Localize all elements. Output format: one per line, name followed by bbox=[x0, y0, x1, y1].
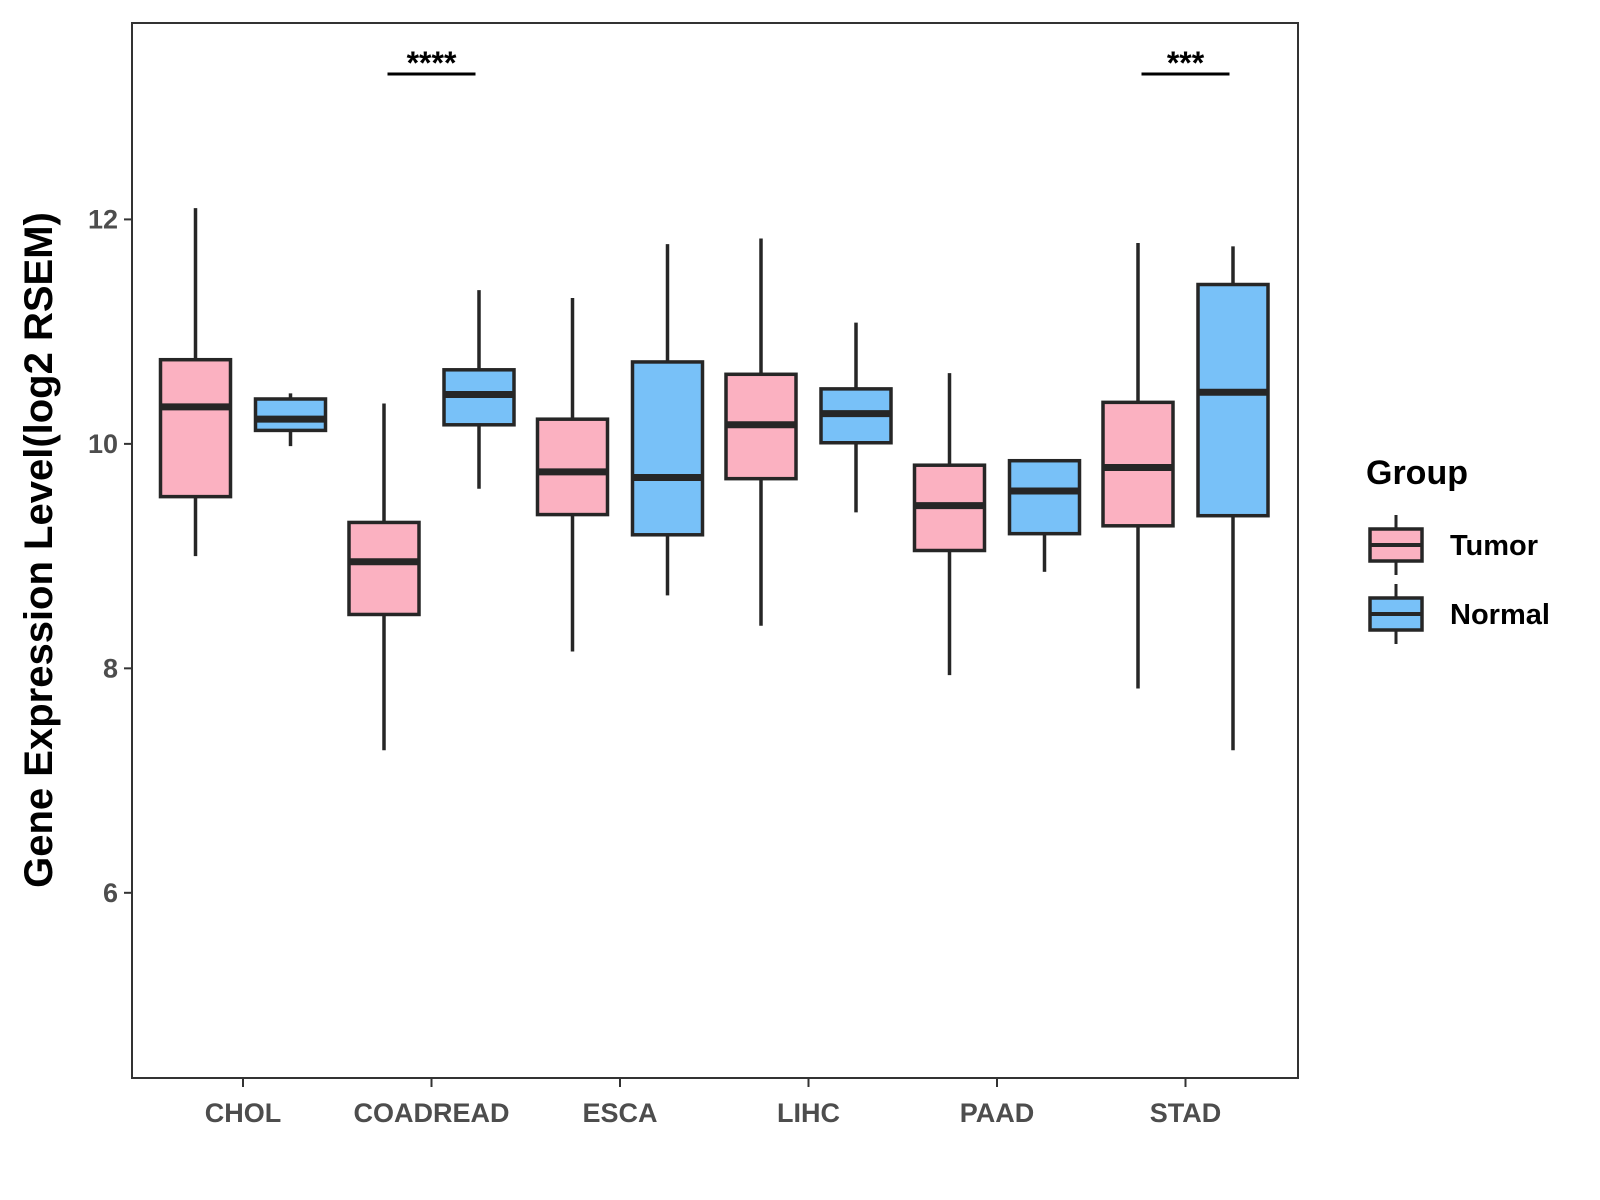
box-tumor-paad bbox=[912, 373, 987, 676]
legend-title: Group bbox=[1366, 454, 1468, 492]
legend-key-tumor bbox=[1368, 515, 1424, 575]
box-normal-esca bbox=[630, 244, 705, 596]
x-tick-label-esca: ESCA bbox=[582, 1098, 657, 1128]
x-tick-label-stad: STAD bbox=[1150, 1098, 1222, 1128]
box-normal-stad bbox=[1196, 246, 1270, 751]
box-iqr bbox=[1196, 282, 1270, 518]
y-axis-title: Gene Expression Level(log2 RSEM) bbox=[17, 212, 61, 888]
legend-key-normal bbox=[1368, 584, 1424, 644]
box-series-group bbox=[158, 208, 1270, 751]
box-tumor-chol bbox=[158, 208, 233, 557]
significance-annotations: **** *** bbox=[387, 45, 1230, 81]
box-iqr bbox=[535, 417, 610, 517]
x-tick-label-coadread: COADREAD bbox=[353, 1098, 509, 1128]
y-tick-label: 10 bbox=[88, 429, 118, 459]
box-tumor-stad bbox=[1101, 242, 1175, 689]
box-normal-paad bbox=[1007, 458, 1082, 572]
box-normal-coadread bbox=[442, 290, 516, 489]
box-normal-chol bbox=[253, 393, 328, 447]
y-axis: 6 8 10 12 bbox=[88, 204, 132, 908]
box-iqr bbox=[253, 397, 328, 433]
box-tumor-lihc bbox=[724, 238, 798, 626]
box-iqr bbox=[347, 520, 421, 617]
x-tick-label-paad: PAAD bbox=[960, 1098, 1035, 1128]
box-iqr bbox=[158, 357, 233, 499]
significance-label: *** bbox=[1167, 45, 1205, 81]
legend-label-normal: Normal bbox=[1450, 599, 1550, 631]
box-normal-lihc bbox=[819, 322, 893, 513]
box-tumor-esca bbox=[535, 297, 610, 652]
x-axis: CHOL COADREAD ESCA LIHC PAAD STAD bbox=[205, 1078, 1222, 1128]
significance-label: **** bbox=[407, 45, 457, 81]
legend-label-tumor: Tumor bbox=[1450, 530, 1538, 562]
box-iqr bbox=[630, 360, 705, 537]
x-tick-label-lihc: LIHC bbox=[777, 1098, 840, 1128]
box-tumor-coadread bbox=[347, 403, 421, 751]
x-tick-label-chol: CHOL bbox=[205, 1098, 282, 1128]
y-tick-label: 8 bbox=[103, 653, 118, 683]
plot-panel bbox=[131, 22, 1299, 1079]
y-tick-label: 12 bbox=[88, 204, 118, 234]
y-tick-label: 6 bbox=[103, 878, 118, 908]
legend: Group Tumor Normal bbox=[1366, 454, 1550, 644]
box-iqr bbox=[1007, 458, 1082, 536]
